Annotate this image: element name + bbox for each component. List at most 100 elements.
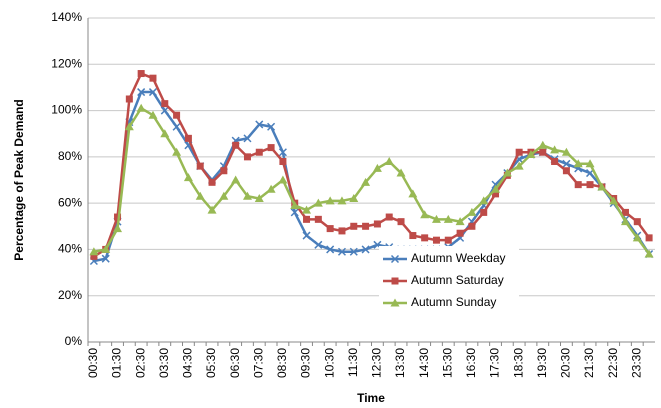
- data-point: [160, 106, 169, 115]
- data-point: [278, 175, 288, 184]
- data-point: [303, 215, 311, 223]
- data-point: [586, 181, 594, 189]
- y-tick-label: 0%: [65, 334, 83, 348]
- x-tick-label: 05:30: [204, 348, 218, 378]
- data-point: [207, 205, 217, 214]
- data-point: [243, 134, 252, 143]
- data-point: [384, 156, 394, 165]
- x-tick-label: 19:30: [535, 348, 549, 378]
- data-point: [219, 191, 229, 200]
- data-point: [302, 205, 312, 214]
- x-tick-label: 04:30: [181, 348, 195, 378]
- x-tick-label: 23:30: [629, 348, 643, 378]
- data-point: [349, 194, 359, 203]
- data-point: [396, 168, 406, 177]
- data-point: [585, 159, 595, 168]
- data-point: [526, 150, 536, 159]
- data-point: [609, 196, 619, 205]
- x-tick-label: 21:30: [582, 348, 596, 378]
- data-point: [148, 110, 158, 119]
- data-point: [514, 161, 524, 170]
- data-point: [350, 222, 358, 230]
- data-point: [479, 196, 489, 205]
- data-point: [538, 140, 548, 149]
- data-point: [149, 74, 157, 82]
- data-point: [278, 148, 287, 157]
- data-point: [314, 240, 323, 249]
- series-line: [93, 107, 651, 255]
- data-point: [468, 222, 476, 230]
- x-tick-label: 03:30: [157, 348, 171, 378]
- x-axis-title: Time: [357, 391, 385, 405]
- data-point: [385, 213, 393, 221]
- data-point: [220, 167, 228, 175]
- x-tick-label: 20:30: [559, 348, 573, 378]
- y-tick-label: 80%: [58, 149, 82, 163]
- data-point: [137, 70, 145, 78]
- data-point: [372, 163, 382, 172]
- data-point: [574, 181, 582, 189]
- data-point: [243, 153, 251, 161]
- data-point: [620, 217, 630, 226]
- data-point: [539, 148, 547, 156]
- data-point: [114, 213, 122, 221]
- data-point: [409, 232, 417, 240]
- data-point: [562, 167, 570, 175]
- data-point: [89, 247, 99, 256]
- data-point: [492, 190, 500, 198]
- x-tick-label: 17:30: [488, 348, 502, 378]
- data-point: [337, 196, 347, 205]
- data-point: [232, 141, 240, 149]
- x-tick-label: 16:30: [464, 348, 478, 378]
- x-tick-label: 14:30: [417, 348, 431, 378]
- data-point: [561, 147, 571, 156]
- legend-marker: [391, 277, 399, 285]
- data-point: [443, 214, 453, 223]
- x-tick-label: 00:30: [86, 348, 100, 378]
- data-point: [242, 191, 252, 200]
- data-point: [255, 148, 263, 156]
- data-point: [621, 208, 629, 216]
- x-tick-label: 02:30: [133, 348, 147, 378]
- y-tick-label: 120%: [51, 56, 82, 70]
- data-point: [90, 252, 98, 260]
- data-point: [456, 229, 464, 237]
- x-tick-label: 01:30: [110, 348, 124, 378]
- legend-marker: [390, 254, 400, 264]
- data-point: [362, 222, 370, 230]
- data-point: [515, 148, 523, 156]
- y-tick-label: 60%: [58, 195, 82, 209]
- data-point: [125, 95, 133, 103]
- data-point: [172, 147, 182, 156]
- data-point: [290, 200, 300, 209]
- data-point: [137, 88, 146, 97]
- legend-label: Autumn Saturday: [411, 273, 504, 287]
- data-point: [597, 182, 607, 191]
- y-tick-label: 100%: [51, 103, 82, 117]
- data-point: [267, 122, 276, 131]
- data-point: [266, 184, 276, 193]
- data-point: [183, 173, 193, 182]
- data-point: [550, 145, 560, 154]
- data-point: [632, 233, 642, 242]
- data-point: [279, 157, 287, 165]
- data-point: [254, 194, 264, 203]
- data-point: [421, 234, 429, 242]
- data-point: [325, 196, 335, 205]
- x-tick-label: 18:30: [511, 348, 525, 378]
- data-point: [502, 168, 512, 177]
- x-tick-label: 11:30: [346, 348, 360, 377]
- x-tick-label: 06:30: [228, 348, 242, 378]
- data-point: [562, 159, 571, 168]
- data-point: [208, 178, 216, 186]
- data-point: [148, 88, 157, 97]
- data-point: [195, 191, 205, 200]
- legend-marker: [390, 298, 400, 307]
- data-point: [338, 227, 346, 235]
- data-point: [444, 236, 452, 244]
- data-point: [302, 231, 311, 240]
- data-point: [326, 225, 334, 233]
- data-point: [361, 245, 370, 254]
- data-point: [196, 162, 204, 170]
